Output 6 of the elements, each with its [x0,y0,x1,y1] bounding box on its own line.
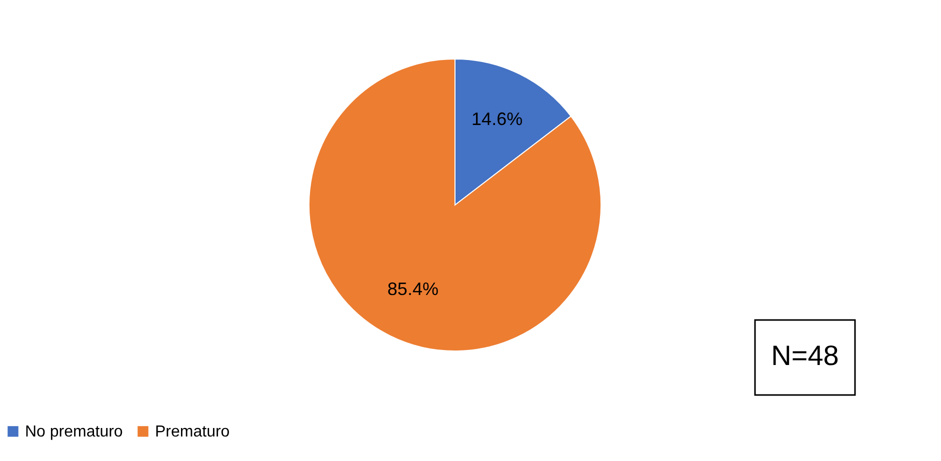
legend-label: Prematuro [155,423,230,440]
pie-slice [308,58,602,352]
data-label: 85.4% [387,279,438,300]
data-label: 14.6% [472,108,523,129]
legend-label: No prematuro [25,423,123,440]
text: N=48 [771,340,839,371]
